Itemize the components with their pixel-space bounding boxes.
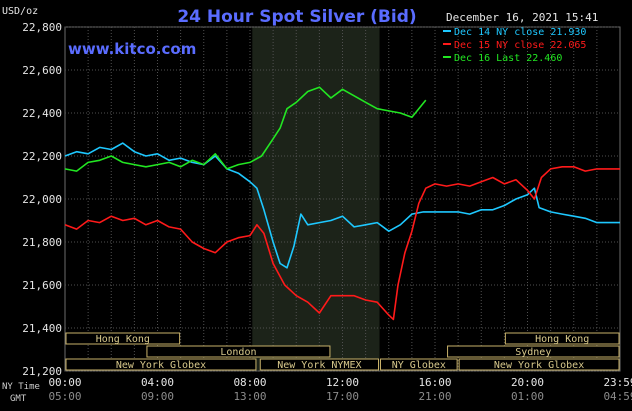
legend: Dec 14 NY close 21.930 Dec 15 NY close 22…: [443, 27, 586, 64]
session-bar: [447, 345, 620, 358]
session-label: NY Globex: [392, 360, 446, 371]
session-bar: [380, 358, 458, 371]
y-tick-labels: 21,200 21,400 21,600 21,800 22,000 22,200 22,4…: [22, 21, 62, 378]
x-tick-label-ny: 20:00: [511, 376, 544, 389]
session-bar: [458, 358, 620, 371]
session-bar: [504, 332, 620, 345]
session-label: Hong Kong: [535, 334, 589, 345]
x-tick-label-gmt: 09:00: [141, 390, 174, 403]
ny-time-row-label: NY Time: [2, 382, 40, 392]
session-bar: [65, 358, 257, 371]
x-tick-label-gmt: 17:00: [326, 390, 359, 403]
session-label: New York Globex: [494, 360, 584, 371]
x-tick-label-ny: 04:00: [141, 376, 174, 389]
session-bar: [259, 358, 379, 371]
x-tick-label-ny: 23:59: [603, 376, 632, 389]
y-tick-label: 21,600: [22, 279, 62, 292]
x-tick-label-gmt: 05:00: [48, 390, 81, 403]
y-tick-label: 21,200: [22, 365, 62, 378]
session-bar: [146, 345, 331, 358]
timestamp: December 16, 2021 15:41: [446, 11, 598, 24]
y-tick-label: 22,800: [22, 21, 62, 34]
gmt-row-label: GMT: [10, 394, 27, 404]
grid-lines: [64, 26, 621, 372]
x-tick-label-gmt: 21:00: [418, 390, 451, 403]
series-line: [64, 166, 620, 321]
watermark: www.kitco.com: [68, 40, 196, 58]
session-label: New York Globex: [116, 360, 206, 371]
y-unit-label: USD/oz: [2, 6, 38, 17]
legend-entry: Dec 16 Last 22.460: [454, 53, 562, 64]
session-label: London: [220, 347, 256, 358]
chart-title: 24 Hour Spot Silver (Bid): [177, 7, 416, 27]
session-label: Hong Kong: [96, 334, 150, 345]
y-tick-label: 21,400: [22, 322, 62, 335]
series-lines: [64, 86, 620, 321]
legend-entry: Dec 14 NY close 21.930: [454, 27, 586, 38]
y-tick-label: 22,200: [22, 150, 62, 163]
session-label: New York NYMEX: [277, 360, 361, 371]
y-tick-label: 22,000: [22, 193, 62, 206]
session-label: Sydney: [515, 347, 551, 358]
y-tick-label: 22,400: [22, 107, 62, 120]
x-tick-label-gmt: 13:00: [233, 390, 266, 403]
x-tick-label-gmt: 04:59: [603, 390, 632, 403]
y-tick-label: 21,800: [22, 236, 62, 249]
x-tick-label-ny: 00:00: [48, 376, 81, 389]
shaded-period: [252, 27, 380, 371]
session-bar: [65, 332, 181, 345]
market-sessions: Hong Kong London New York Globex New York N…: [65, 332, 620, 371]
x-tick-label-ny: 08:00: [233, 376, 266, 389]
x-tick-label-ny: 16:00: [418, 376, 451, 389]
y-tick-label: 22,600: [22, 64, 62, 77]
series-line: [64, 86, 427, 172]
legend-entry: Dec 15 NY close 22.065: [454, 40, 586, 51]
x-tick-label-ny: 12:00: [326, 376, 359, 389]
x-tick-label-gmt: 01:00: [511, 390, 544, 403]
